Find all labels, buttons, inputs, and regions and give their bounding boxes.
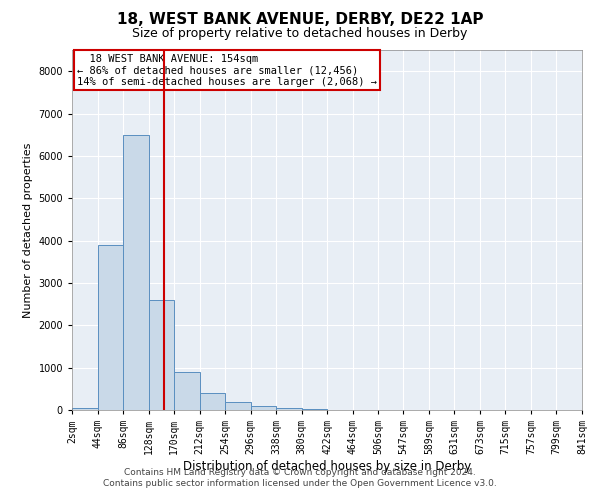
- Y-axis label: Number of detached properties: Number of detached properties: [23, 142, 33, 318]
- Bar: [72, 408, 98, 410]
- Bar: [251, 406, 276, 410]
- Bar: [174, 372, 200, 410]
- Bar: [149, 300, 174, 410]
- Text: 18, WEST BANK AVENUE, DERBY, DE22 1AP: 18, WEST BANK AVENUE, DERBY, DE22 1AP: [117, 12, 483, 28]
- Text: Contains HM Land Registry data © Crown copyright and database right 2024.
Contai: Contains HM Land Registry data © Crown c…: [103, 468, 497, 487]
- Bar: [123, 134, 149, 410]
- Text: Size of property relative to detached houses in Derby: Size of property relative to detached ho…: [133, 28, 467, 40]
- Bar: [98, 245, 123, 410]
- Bar: [200, 393, 225, 410]
- Bar: [302, 408, 328, 410]
- Bar: [225, 402, 251, 410]
- X-axis label: Distribution of detached houses by size in Derby: Distribution of detached houses by size …: [183, 460, 471, 473]
- Bar: [276, 408, 302, 410]
- Text: 18 WEST BANK AVENUE: 154sqm
← 86% of detached houses are smaller (12,456)
14% of: 18 WEST BANK AVENUE: 154sqm ← 86% of det…: [77, 54, 377, 87]
